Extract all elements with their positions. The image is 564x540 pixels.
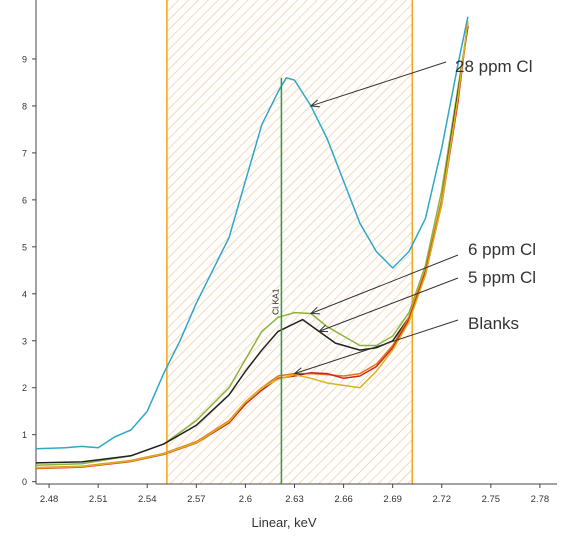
- y-tick-label: 4: [22, 289, 27, 299]
- annotation-layer: 28 ppm Cl 6 ppm Cl 5 ppm Cl Blanks: [293, 57, 536, 375]
- roi-band: [166, 0, 413, 484]
- y-tick-label: 9: [22, 54, 27, 64]
- annotation-arrow: [310, 254, 459, 314]
- y-tick-label: 3: [22, 336, 27, 346]
- x-tick-label: 2.69: [383, 494, 402, 505]
- y-tick-label: 6: [22, 195, 27, 205]
- annotation-arrowhead: [317, 324, 329, 333]
- x-tick-label: 2.63: [285, 494, 304, 505]
- x-tick-label: 2.75: [482, 494, 501, 505]
- x-tick-label: 2.66: [334, 494, 353, 505]
- annotation-label: 28 ppm Cl: [455, 57, 532, 76]
- annotation-arrow: [294, 319, 459, 375]
- y-tick-label: 7: [22, 148, 27, 158]
- y-tick-label: 8: [22, 101, 27, 111]
- annotation-label: 5 ppm Cl: [468, 268, 536, 287]
- annotation-arrow: [310, 61, 447, 107]
- y-tick-label: 5: [22, 242, 27, 252]
- series-line: [35, 16, 469, 450]
- annotation-arrowhead: [309, 306, 320, 315]
- y-tick-label: 2: [22, 383, 27, 393]
- annotation-label: Blanks: [468, 314, 519, 333]
- x-tick-label: 2.6: [239, 494, 252, 505]
- roi-layer: [166, 0, 414, 484]
- marker-label: Cl KA1: [270, 288, 280, 315]
- x-axis-label: Linear, keV: [251, 515, 316, 530]
- x-tick-label: 2.54: [138, 494, 157, 505]
- annotation-arrow: [318, 277, 459, 332]
- axes: 0 1 2 3 4 5 6 7 8 9 2.48 2.51 2.54 2.57 2.6 2.63 2.66 2.6…: [22, 0, 557, 505]
- x-tick-label: 2.48: [40, 494, 59, 505]
- x-tick-label: 2.51: [89, 494, 108, 505]
- x-tick-label: 2.57: [187, 494, 206, 505]
- series-line: [35, 21, 469, 469]
- y-tick-label: 0: [22, 477, 27, 487]
- x-tick-label: 2.72: [432, 494, 451, 505]
- annotation-arrowhead: [309, 99, 320, 108]
- x-tick-label: 2.78: [531, 494, 550, 505]
- annotation-arrowhead: [293, 367, 304, 375]
- y-tick-label: 1: [22, 430, 27, 440]
- annotation-label: 6 ppm Cl: [468, 240, 536, 259]
- marker-layer: Cl KA1: [270, 77, 283, 484]
